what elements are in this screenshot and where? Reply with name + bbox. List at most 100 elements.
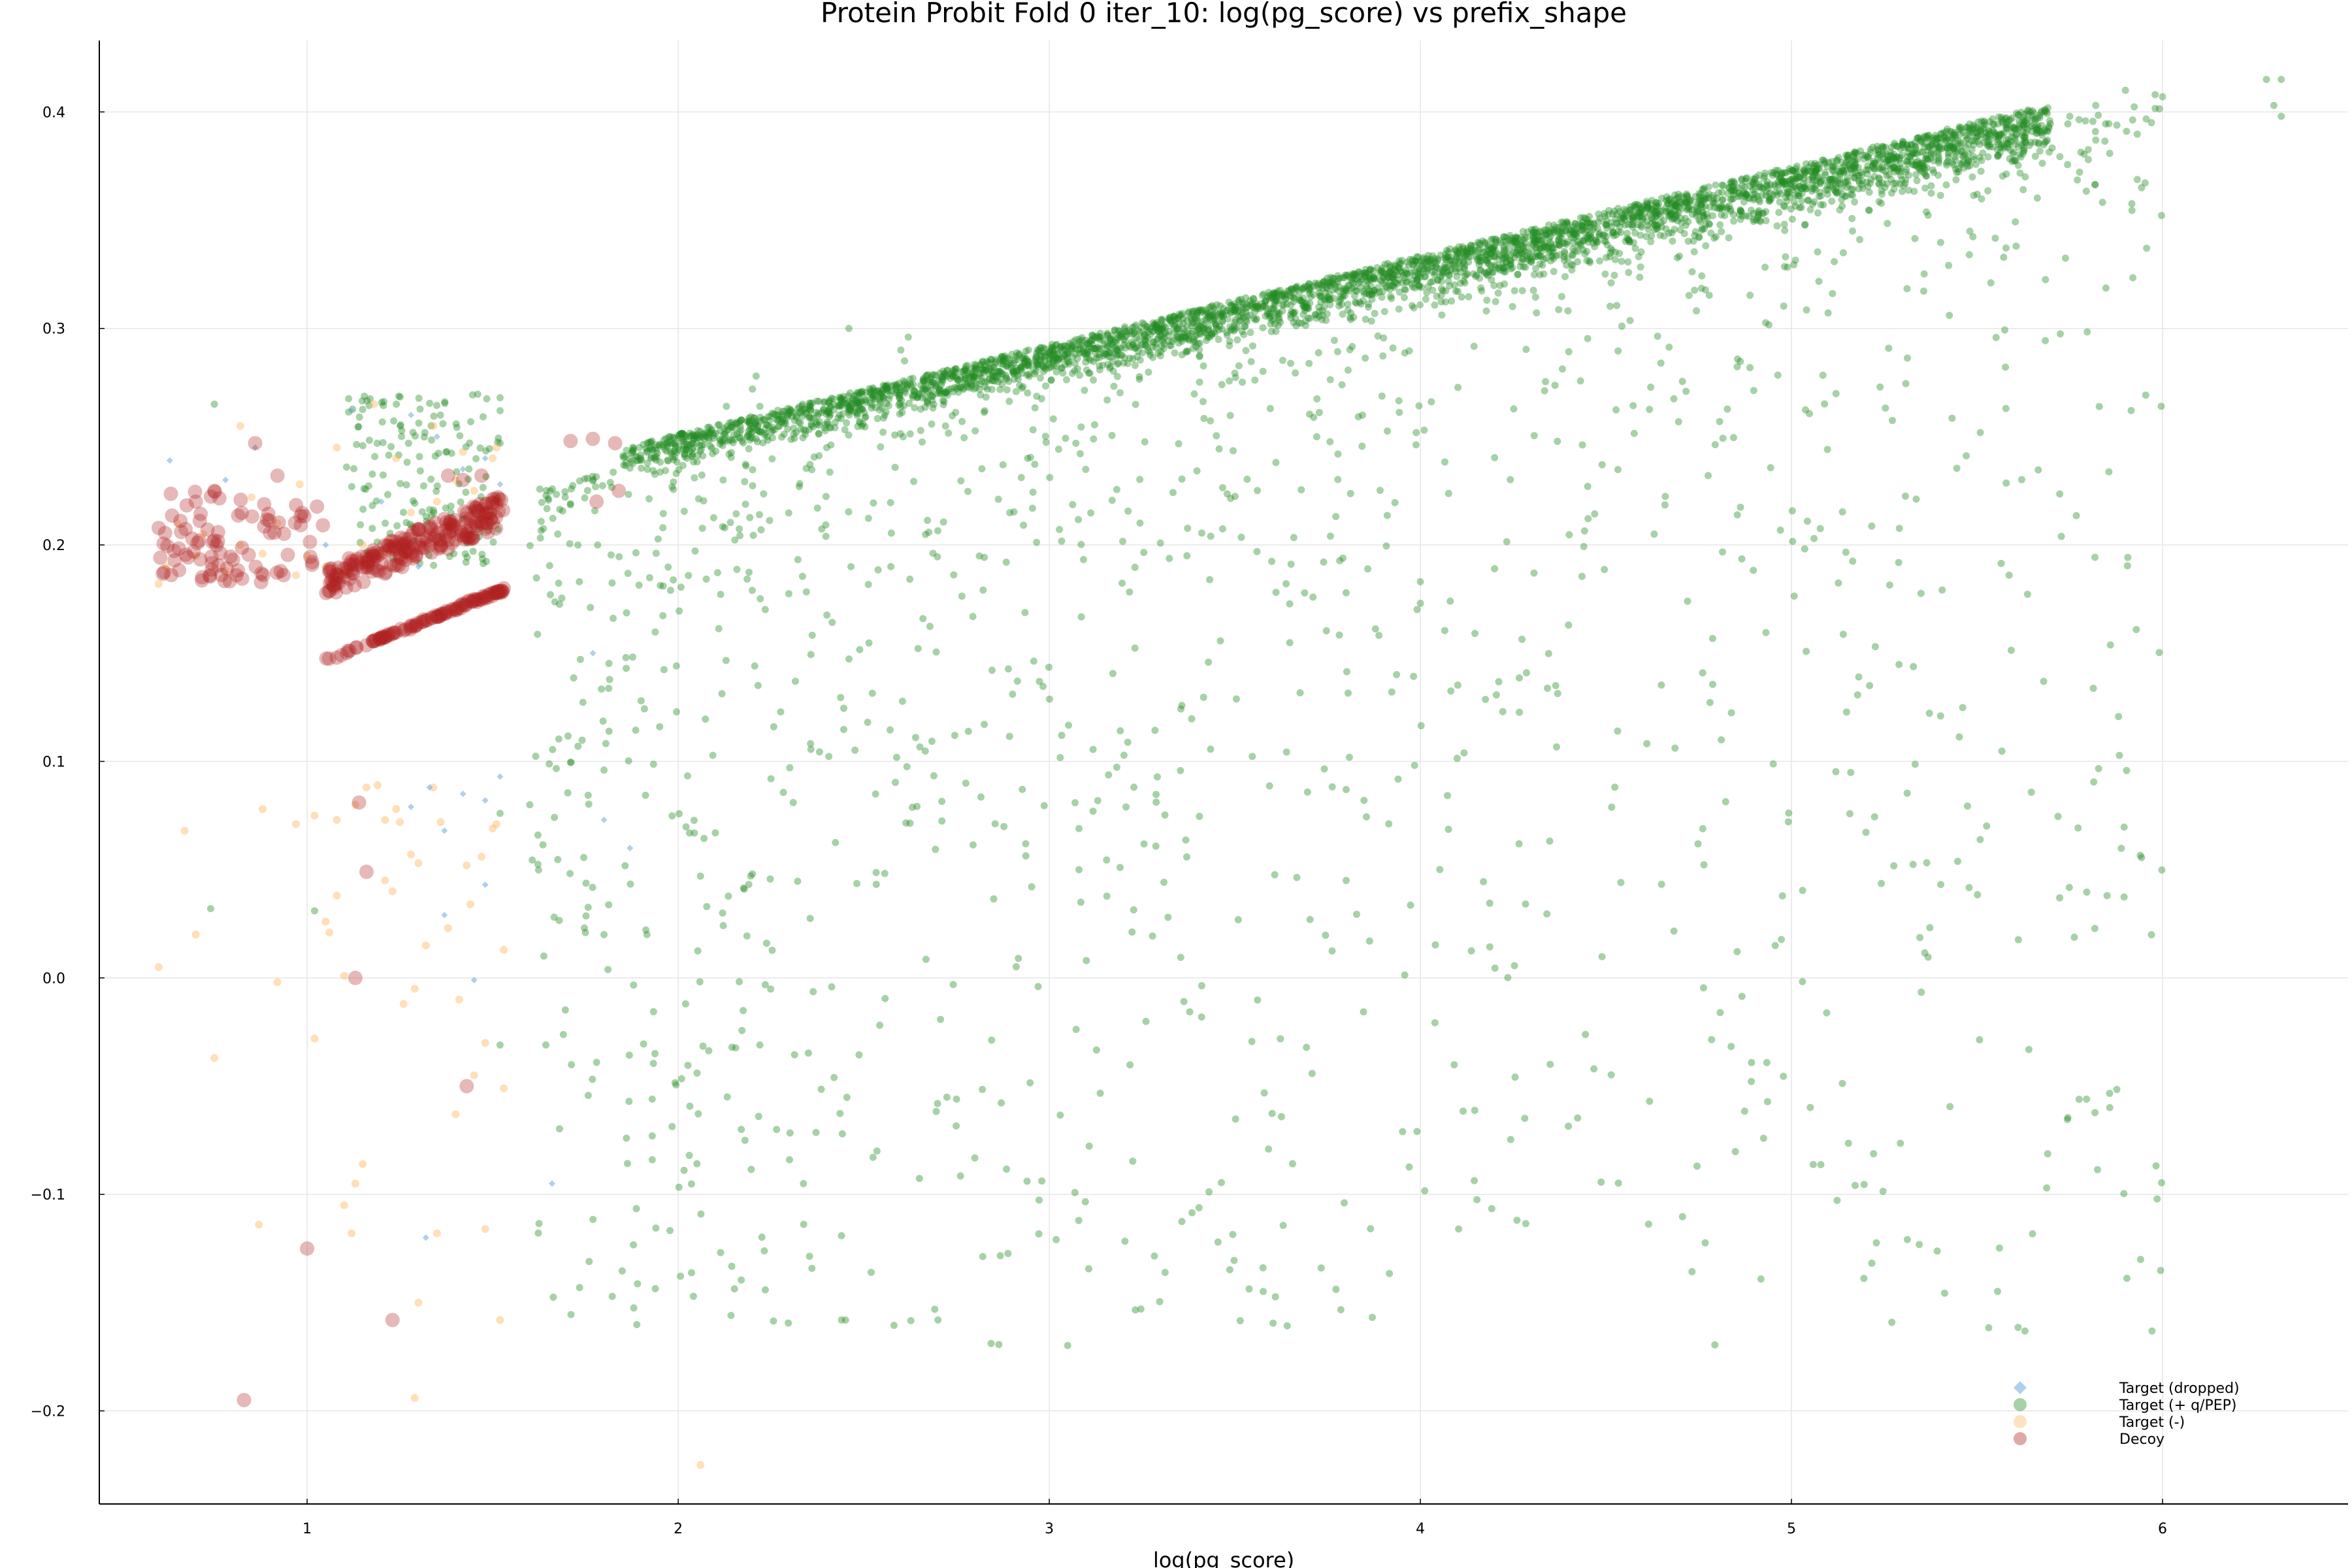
point-target-q-pep xyxy=(2010,123,2018,131)
point-target-q-pep xyxy=(1064,342,1071,350)
point-target-q-pep xyxy=(1838,190,1846,198)
point-target-q-pep xyxy=(1709,191,1717,199)
point-target-q-pep xyxy=(1446,597,1454,605)
point-target-q-pep xyxy=(1068,346,1075,353)
point-target-q-pep xyxy=(1705,291,1713,299)
point-target-q-pep xyxy=(1463,270,1471,278)
point-target-q-pep xyxy=(2031,152,2039,160)
point-target-q-pep xyxy=(1092,1046,1100,1054)
point-target-q-pep xyxy=(992,358,1000,366)
point-target-q-pep xyxy=(1565,225,1573,233)
point-target-q-pep xyxy=(1383,427,1391,435)
point-target-q-pep xyxy=(914,645,922,653)
point-target-q-pep xyxy=(1132,321,1140,329)
point-target-q-pep xyxy=(1803,647,1810,655)
point-target-q-pep xyxy=(1407,901,1414,909)
point-target-q-pep xyxy=(826,397,834,404)
point-target-q-pep xyxy=(908,804,916,811)
point-target-q-pep xyxy=(1833,1196,1841,1204)
point-target-q-pep xyxy=(1808,187,1816,195)
point-target-q-pep xyxy=(2123,562,2131,570)
point-target-q-pep xyxy=(1225,299,1233,306)
point-target-q-pep xyxy=(927,381,935,389)
point-target-q-pep xyxy=(551,813,559,821)
point-target-q-pep xyxy=(1836,170,1844,178)
point-target-q-pep xyxy=(860,409,868,417)
point-target-q-pep xyxy=(1262,297,1269,305)
point-target-q-pep xyxy=(1412,441,1420,449)
point-target-q-pep xyxy=(1644,203,1652,211)
point-target-q-pep xyxy=(1692,203,1700,210)
point-target-q-pep xyxy=(1358,411,1366,419)
point-target-q-pep xyxy=(736,525,743,533)
point-target-q-pep xyxy=(2138,854,2146,862)
point-target-q-pep xyxy=(2025,1045,2033,1053)
point-target-q-pep xyxy=(1003,1165,1011,1173)
point-target-q-pep xyxy=(1695,233,1703,241)
point-target-q-pep xyxy=(1999,118,2006,125)
point-target-q-pep xyxy=(1505,236,1513,244)
point-target-q-pep xyxy=(2010,156,2017,164)
point-target-q-pep xyxy=(1518,635,1526,643)
point-target-q-pep xyxy=(1969,123,1977,131)
point-target-q-pep xyxy=(1693,1162,1701,1170)
point-target-q-pep xyxy=(1864,166,1872,174)
point-target-q-pep xyxy=(1828,176,1836,184)
point-target-q-pep xyxy=(1478,237,1486,245)
point-target-q-pep xyxy=(1757,1275,1765,1283)
point-target-q-pep xyxy=(686,1102,694,1110)
point-target-q-pep xyxy=(660,666,668,674)
point-target-q-pep xyxy=(1298,486,1305,494)
point-target-q-pep xyxy=(1816,525,1824,532)
point-target-q-pep xyxy=(1450,1061,1458,1069)
point-target-q-pep xyxy=(1141,331,1149,338)
point-target-q-pep xyxy=(1524,228,1531,236)
point-target-q-pep xyxy=(1068,341,1075,349)
point-target-q-pep xyxy=(1642,197,1650,205)
point-target-q-pep xyxy=(1963,452,1970,460)
point-target-q-pep xyxy=(1755,196,1763,204)
point-target-q-pep xyxy=(1106,348,1114,356)
point-target-q-pep xyxy=(1131,644,1139,652)
point-target-q-pep xyxy=(1196,813,1203,821)
point-target-q-pep xyxy=(1099,361,1107,369)
point-target-q-pep xyxy=(2089,684,2097,692)
point-target-q-pep xyxy=(599,717,607,725)
point-target-q-pep xyxy=(1582,214,1590,222)
point-target-q-pep xyxy=(785,590,792,598)
point-target-q-pep xyxy=(1729,211,1737,219)
point-target-q-pep xyxy=(626,464,634,472)
point-target-q-pep xyxy=(368,470,376,478)
point-target-q-pep xyxy=(1441,627,1448,634)
point-target-q-pep xyxy=(1624,258,1632,266)
point-target-q-pep xyxy=(1965,157,1972,165)
point-target-q-pep xyxy=(1784,190,1791,198)
point-target-q-pep xyxy=(416,467,424,475)
point-target-q-pep xyxy=(1777,174,1785,182)
point-target-q-pep xyxy=(1984,140,1991,148)
point-target-q-pep xyxy=(1924,211,1932,219)
point-target-q-pep xyxy=(1808,180,1816,188)
point-target-q-pep xyxy=(1337,1306,1345,1314)
point-target-q-pep xyxy=(1886,581,1893,589)
point-target-q-pep xyxy=(717,591,725,598)
point-target-q-pep xyxy=(1660,232,1668,240)
point-target-q-pep xyxy=(2002,404,2010,412)
point-target-q-pep xyxy=(1851,198,1859,206)
point-target-q-pep xyxy=(666,439,674,447)
point-target-q-pep xyxy=(1737,207,1744,215)
point-target-q-pep xyxy=(1886,155,1893,163)
point-target-q-pep xyxy=(876,397,884,405)
point-target-q-pep xyxy=(1016,382,1024,389)
point-target-q-pep xyxy=(1918,988,1925,996)
point-target-q-pep xyxy=(1910,662,1918,670)
point-target-q-pep xyxy=(784,404,792,412)
point-target-q-pep xyxy=(1516,674,1524,682)
point-target-q-pep xyxy=(1286,292,1294,300)
point-target-q-pep xyxy=(721,431,729,439)
point-target-q-pep xyxy=(605,901,613,909)
point-target-q-pep xyxy=(1622,212,1629,220)
point-target-q-pep xyxy=(1413,1128,1421,1135)
point-target-q-pep xyxy=(1536,271,1544,279)
point-target-q-pep xyxy=(1977,167,1985,175)
